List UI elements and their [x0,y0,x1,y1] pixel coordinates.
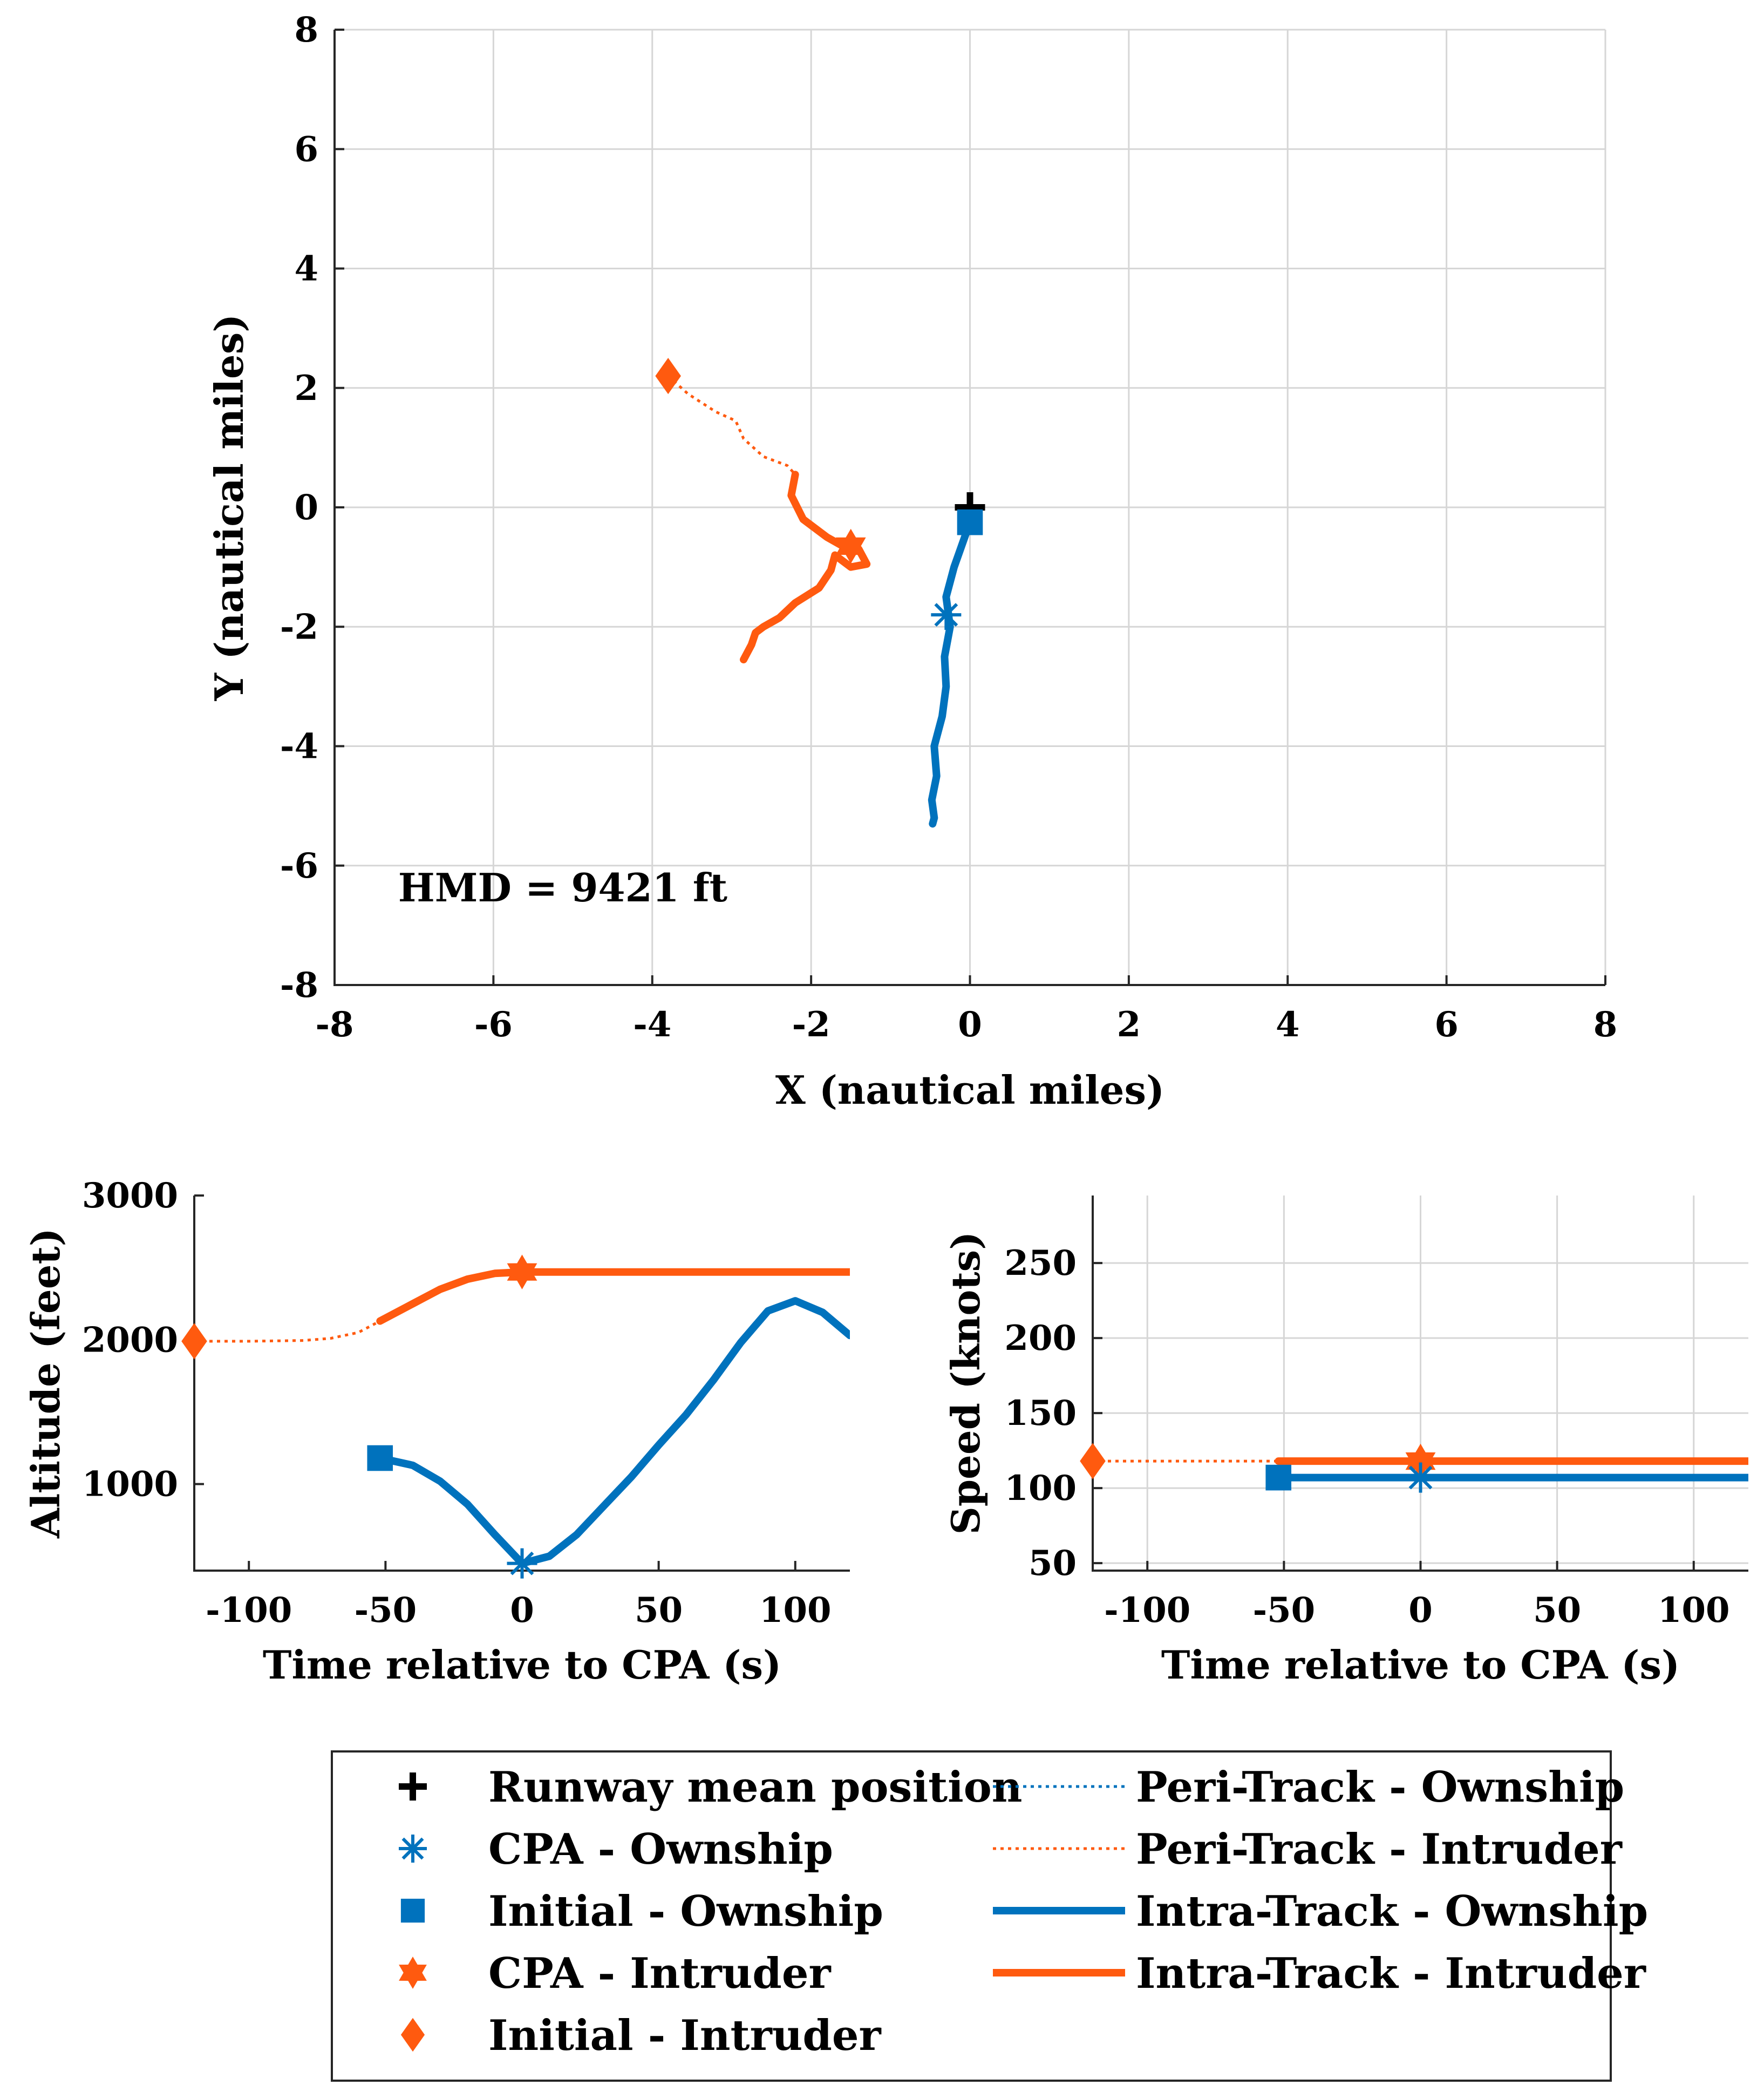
marker-initial-intruder [181,1323,207,1360]
y-tick-label: -8 [280,965,318,1006]
y-tick-label: 150 [1004,1393,1077,1434]
marker-initial-intruder [1080,1443,1106,1479]
x-tick-label: -50 [355,1590,417,1631]
marker-initial-ownship [1265,1464,1292,1491]
x-tick-label: 6 [1434,1004,1459,1045]
plot-area [1093,1457,1748,1482]
y-tick-label: 3000 [82,1176,178,1216]
y-tick-label: 100 [1004,1468,1077,1509]
y-tick-label: 2 [294,368,318,409]
x-axis-label: X (nautical miles) [775,1067,1164,1113]
legend-label: Intra-Track - Ownship [1136,1887,1648,1936]
legend-label: Runway mean position [488,1763,1022,1812]
x-tick-label: 2 [1117,1004,1141,1045]
x-axis-label: Time relative to CPA (s) [1161,1642,1680,1688]
marker-cpa-ownship [1405,1462,1436,1493]
legend-label: CPA - Ownship [488,1825,833,1874]
series-peri-track-intruder [667,375,796,476]
marker-initial-intruder [655,358,681,395]
marker-cpa-intruder [507,1254,537,1289]
y-tick-label: 250 [1004,1243,1077,1283]
y-tick-label: -2 [280,607,318,647]
speed-panel: -100 -50 0 50 100 50 100 150 200 250 Time relative… [943,1196,1748,1688]
marker-cpa-ownship-arm [510,1551,534,1575]
y-tick-label: -6 [280,846,318,886]
x-tick-label: -100 [1104,1590,1190,1631]
marker-cpa-ownship [507,1548,537,1579]
x-tick-label: -2 [792,1004,830,1045]
x-tick-label: -4 [633,1004,671,1045]
y-tick-label: 2000 [82,1320,178,1360]
plot-area [667,375,974,828]
y-tick-label: 4 [294,249,318,289]
axis-lines [193,1196,850,1572]
marker-cpa-ownship-arm [1408,1465,1433,1490]
y-tick-label: -4 [280,726,318,767]
x-tick-label: -50 [1253,1590,1316,1631]
legend-symbol-hexagram [399,1957,427,1989]
map-panel: -8 -6 -4 -2 0 2 4 6 8 -8 -6 -4 -2 0 2 4 6 8 X (nautical mi… [206,10,1617,1113]
marker-cpa-ownship-arm [934,603,958,627]
x-tick-label: 8 [1593,1004,1618,1045]
marker-initial-ownship [367,1445,393,1471]
altitude-panel: -100 -50 0 50 100 1000 2000 3000 Time relative t… [23,1176,850,1688]
legend-symbol-asterisk-arm [401,1837,424,1860]
marker-cpa-intruder [835,528,866,564]
y-axis-label: Y (nautical miles) [206,314,252,702]
legend: Runway mean position CPA - Ownship Initial… [331,1750,1648,2082]
y-tick-label: 0 [294,487,318,528]
legend-label: CPA - Intruder [488,1949,831,1998]
x-tick-label: -8 [315,1004,353,1045]
marker-cpa-ownship [931,600,962,630]
x-tick-label: 4 [1276,1004,1300,1045]
y-tick-label: 6 [294,129,318,169]
series-intra-track-intruder [740,471,871,664]
series-intra-track-ownship [376,1297,850,1567]
legend-symbol-diamond [400,2018,425,2052]
legend-label: Initial - Intruder [488,2011,882,2060]
x-axis-label: Time relative to CPA (s) [263,1642,781,1688]
legend-box [331,1750,1612,2082]
x-tick-label: 0 [510,1590,534,1631]
marker-initial-ownship [957,509,983,535]
y-tick-label: 1000 [82,1464,178,1505]
legend-label: Peri-Track - Ownship [1136,1763,1624,1812]
legend-label: Peri-Track - Intruder [1136,1825,1623,1874]
y-axis-label: Speed (knots) [943,1232,989,1535]
x-tick-label: 50 [1533,1590,1581,1631]
legend-symbol-asterisk [399,1835,427,1863]
x-tick-label: -6 [474,1004,513,1045]
series-intra-track-ownship [928,518,974,828]
series-peri-track-intruder [194,1320,381,1343]
legend-label: Initial - Ownship [488,1887,883,1936]
legend-symbol-square [400,1898,425,1923]
hmd-annotation: HMD = 9421 ft [398,865,727,911]
legend-symbol-plus [399,1772,427,1801]
y-tick-label: 50 [1029,1543,1077,1584]
legend-label: Intra-Track - Intruder [1136,1949,1646,1998]
series-intra-track-intruder [376,1268,850,1325]
y-tick-label: 200 [1004,1318,1077,1359]
x-tick-label: -100 [206,1590,292,1631]
plot-area [194,1268,850,1567]
y-tick-label: 8 [294,10,318,50]
x-tick-label: 50 [635,1590,683,1631]
x-tick-label: 0 [1408,1590,1433,1631]
axis-lines [1092,1196,1748,1572]
x-tick-label: 100 [1658,1590,1730,1631]
x-tick-label: 0 [958,1004,982,1045]
y-axis-label: Altitude (feet) [23,1228,69,1539]
x-tick-label: 100 [759,1590,832,1631]
